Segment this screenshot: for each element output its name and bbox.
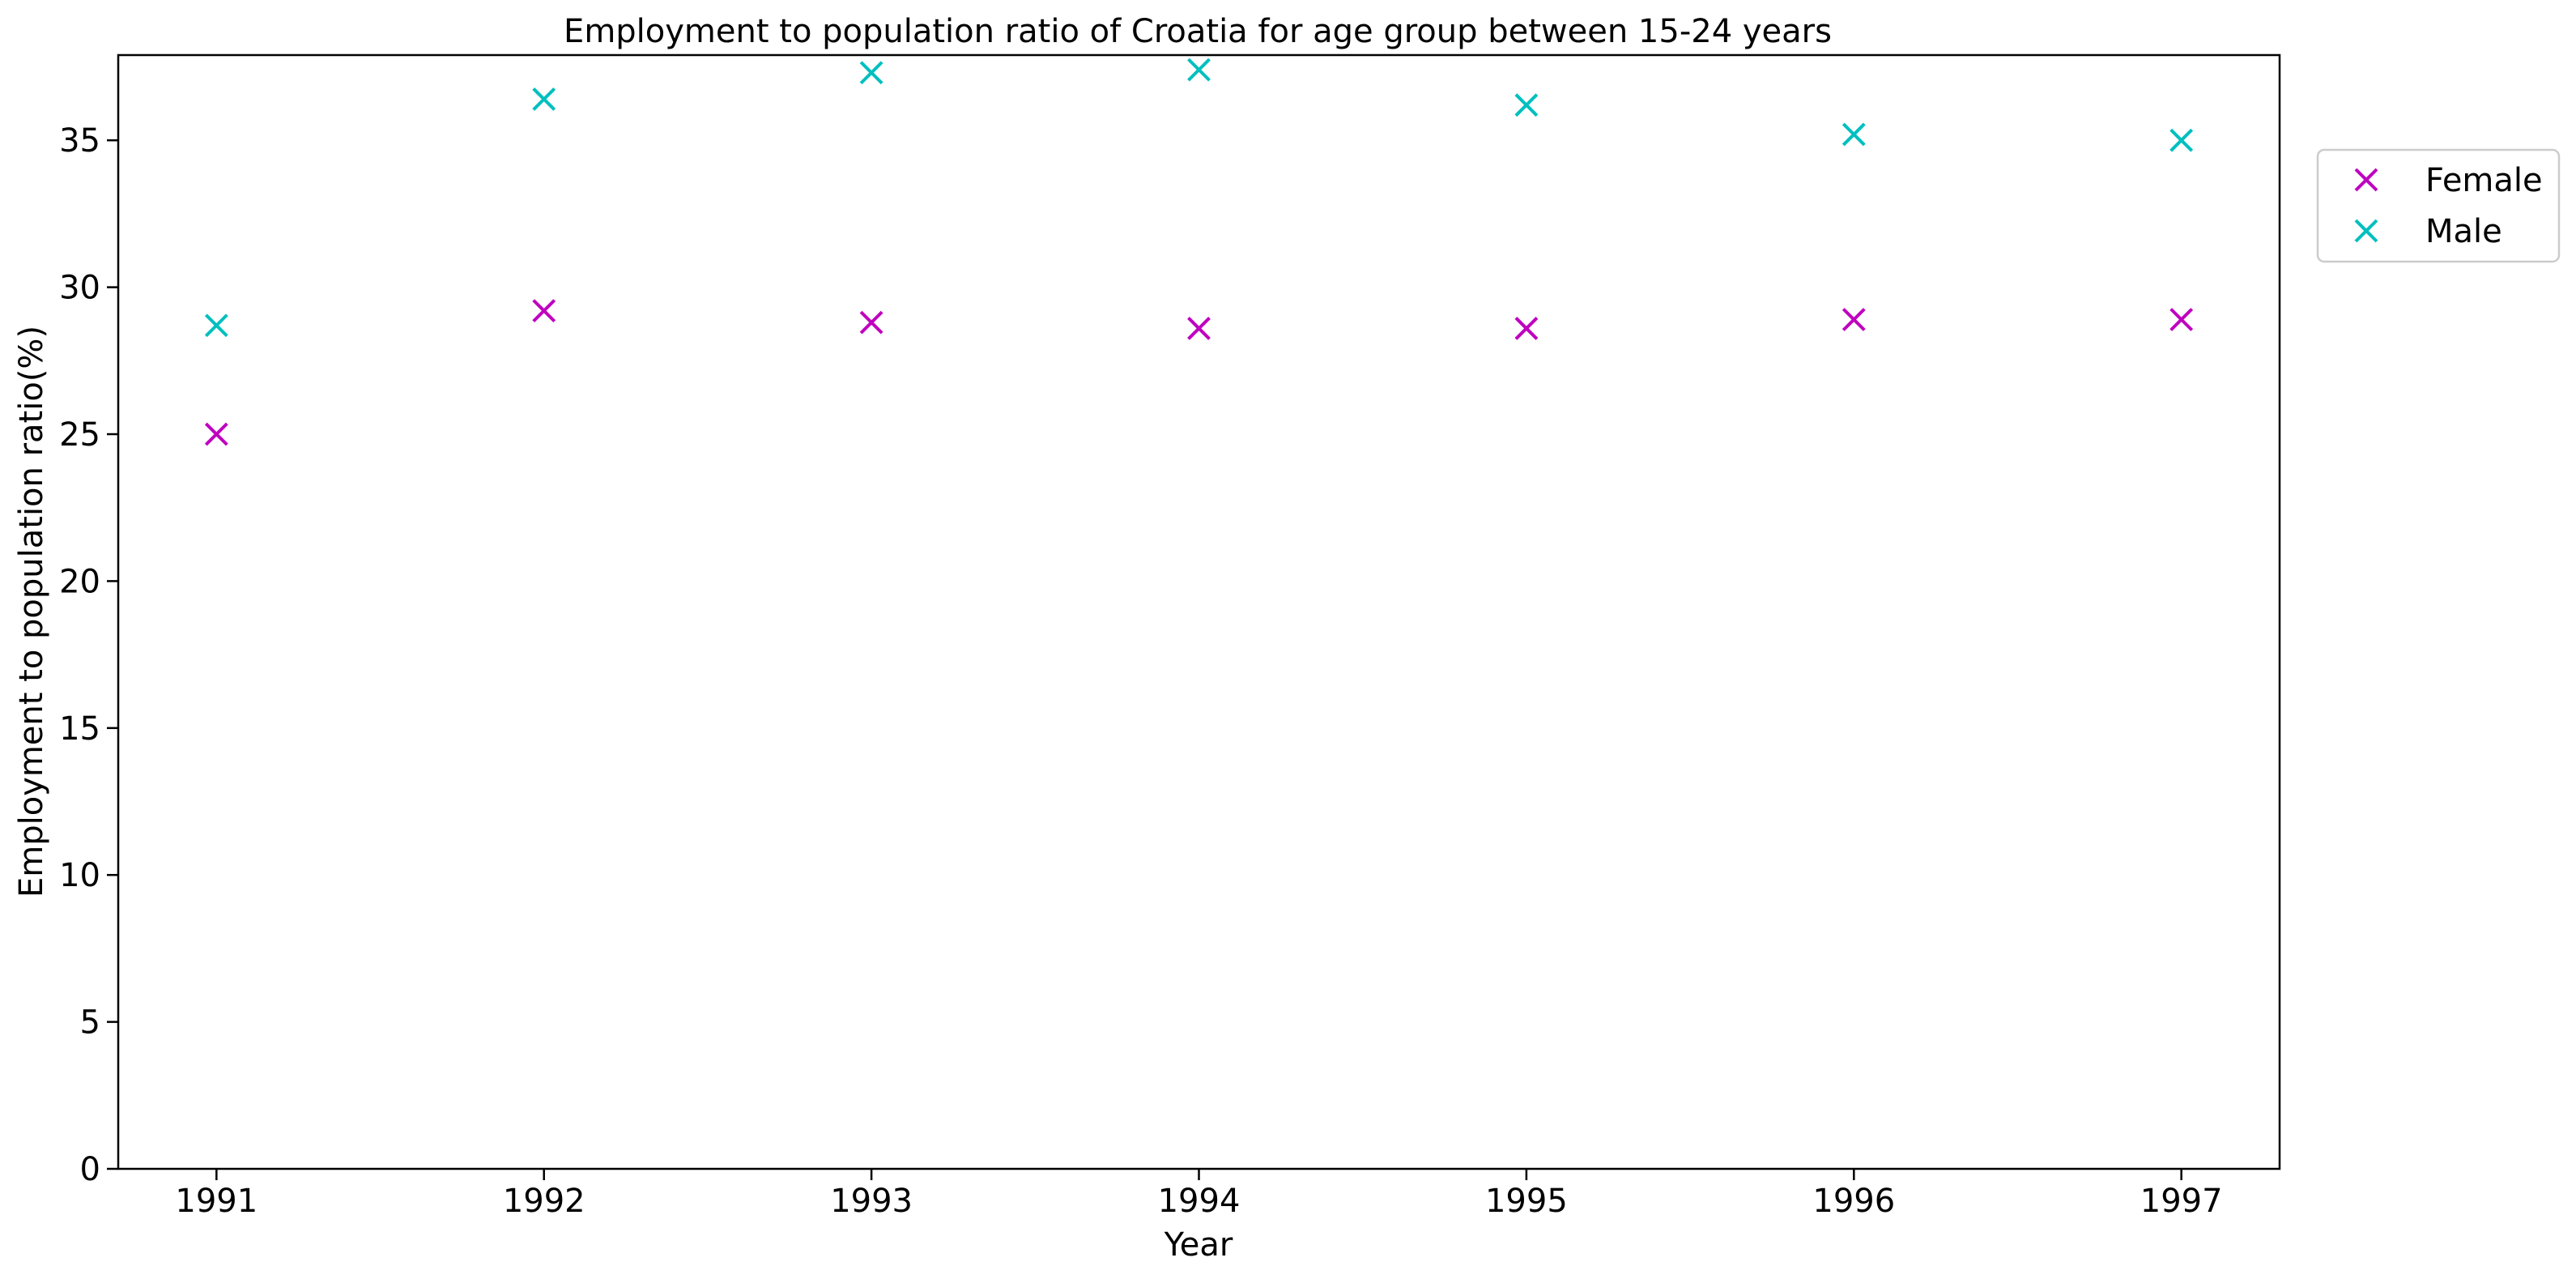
y-tick-label: 5	[80, 1004, 100, 1042]
male-point	[2169, 128, 2194, 152]
x-axis-label: Year	[1164, 1226, 1233, 1264]
x-tick-label: 1996	[1812, 1183, 1895, 1220]
male-point	[532, 87, 556, 111]
male-point	[859, 61, 884, 85]
male-point	[1187, 58, 1211, 82]
female-point	[1842, 308, 1866, 331]
x-tick-label: 1994	[1158, 1183, 1241, 1220]
legend-frame	[2316, 148, 2561, 263]
male-point	[1842, 122, 1866, 147]
y-tick-label: 0	[80, 1151, 100, 1188]
y-tick-label: 15	[59, 710, 100, 748]
x-tick-label: 1997	[2140, 1183, 2223, 1220]
y-tick-label: 35	[59, 122, 100, 160]
y-axis: 0 5 10 15 20 25 30 35	[59, 122, 118, 1188]
y-axis-label: Employment to population ratio(%)	[13, 326, 50, 897]
x-tick-label: 1993	[830, 1183, 913, 1220]
y-tick-label: 25	[59, 416, 100, 454]
data-marks	[204, 58, 2194, 446]
legend-label-female: Female	[2425, 162, 2543, 199]
female-point	[859, 310, 884, 335]
female-point	[532, 299, 556, 323]
female-point	[1187, 316, 1211, 340]
legend-marker-male	[2354, 219, 2378, 243]
plot-area	[117, 53, 2281, 1170]
male-point	[204, 313, 228, 338]
female-point	[204, 422, 228, 446]
legend-marker-female	[2354, 168, 2378, 192]
chart-title: Employment to population ratio of Croati…	[564, 13, 1832, 50]
x-tick-label: 1992	[503, 1183, 585, 1220]
legend: Female Male	[2316, 148, 2561, 263]
legend-label-male: Male	[2425, 213, 2502, 250]
y-tick-label: 10	[59, 857, 100, 894]
x-tick-label: 1995	[1485, 1183, 1568, 1220]
plot-frame	[117, 53, 2281, 1170]
x-tick-label: 1991	[175, 1183, 258, 1220]
male-point	[1514, 93, 1539, 117]
female-point	[1514, 316, 1539, 340]
female-point	[2169, 308, 2194, 331]
y-tick-label: 30	[59, 270, 100, 307]
y-tick-label: 20	[59, 563, 100, 600]
x-axis: 1991 1992 1993 1994 1995 1996 1997	[175, 1169, 2223, 1220]
